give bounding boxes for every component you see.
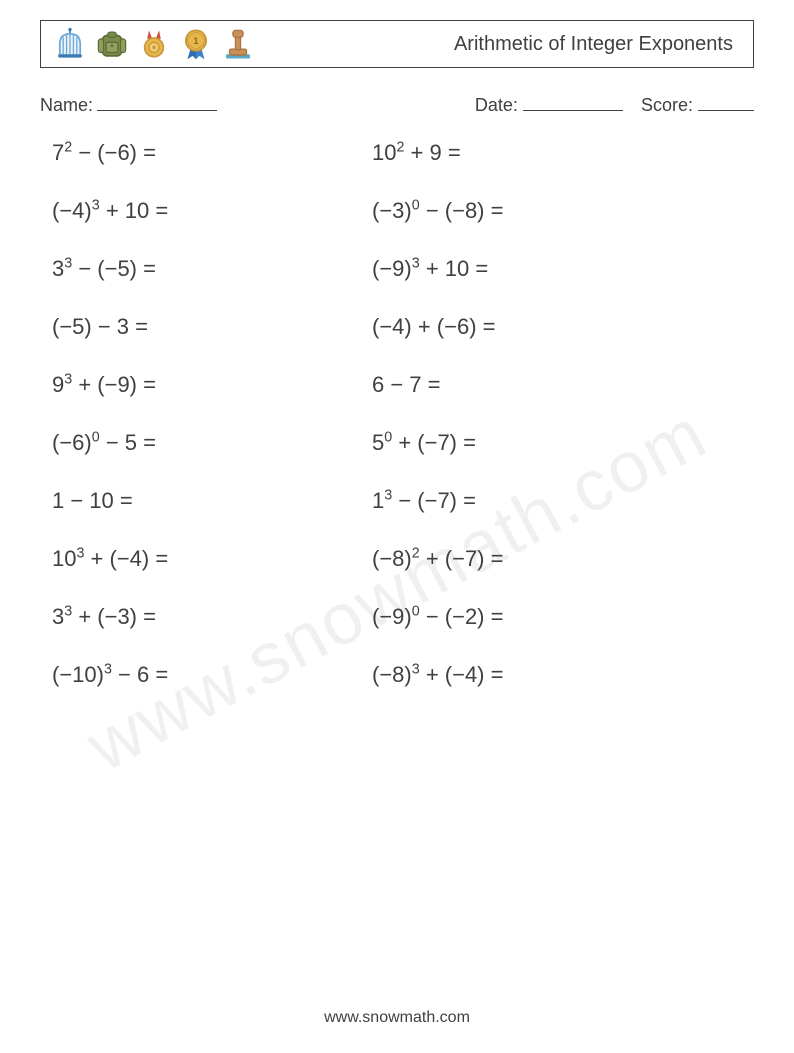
problem: 102 + 9 = — [372, 140, 692, 166]
birdcage-icon — [53, 27, 87, 61]
score-blank[interactable] — [698, 92, 754, 111]
problem: (−9)0 − (−2) = — [372, 604, 692, 630]
problem: 33 − (−5) = — [52, 256, 372, 282]
problem: (−3)0 − (−8) = — [372, 198, 692, 224]
backpack-icon — [95, 27, 129, 61]
award-ribbon-icon: 1 — [179, 27, 213, 61]
problem: 6 − 7 = — [372, 372, 692, 398]
problem: (−4) + (−6) = — [372, 314, 692, 340]
problem: 103 + (−4) = — [52, 546, 372, 572]
problem: 13 − (−7) = — [372, 488, 692, 514]
problem: (−10)3 − 6 = — [52, 662, 372, 688]
name-field: Name: — [40, 92, 217, 116]
worksheet-title: Arithmetic of Integer Exponents — [454, 33, 733, 56]
problem: (−6)0 − 5 = — [52, 430, 372, 456]
footer-text: www.snowmath.com — [0, 1009, 794, 1027]
problem: (−4)3 + 10 = — [52, 198, 372, 224]
problem: 1 − 10 = — [52, 488, 372, 514]
info-row: Name: Date: Score: — [40, 92, 754, 116]
date-blank[interactable] — [523, 92, 623, 111]
date-label: Date: — [475, 95, 518, 115]
header-icons: 1 — [53, 27, 255, 61]
header-bar: 1 Arithmetic of Integer Exponents — [40, 20, 754, 68]
name-label: Name: — [40, 95, 93, 116]
name-blank[interactable] — [97, 92, 217, 111]
problem: (−9)3 + 10 = — [372, 256, 692, 282]
problems-grid: 72 − (−6) =102 + 9 = (−4)3 + 10 =(−3)0 − … — [52, 140, 692, 688]
problem: 50 + (−7) = — [372, 430, 692, 456]
problem: 72 − (−6) = — [52, 140, 372, 166]
problem: 33 + (−3) = — [52, 604, 372, 630]
score-label: Score: — [641, 95, 693, 115]
score-field: Score: — [641, 92, 754, 116]
stamp-icon — [221, 27, 255, 61]
problem: (−5) − 3 = — [52, 314, 372, 340]
date-field: Date: — [475, 92, 623, 116]
problem: 93 + (−9) = — [52, 372, 372, 398]
svg-text:1: 1 — [193, 36, 198, 46]
medal-icon — [137, 27, 171, 61]
problem: (−8)2 + (−7) = — [372, 546, 692, 572]
problem: (−8)3 + (−4) = — [372, 662, 692, 688]
